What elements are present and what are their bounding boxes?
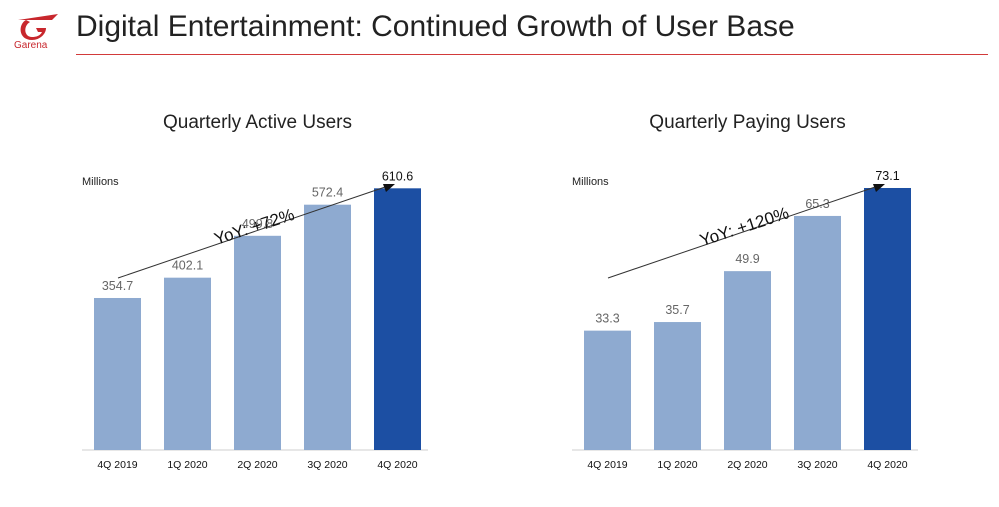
title-divider <box>76 54 988 55</box>
category-label: 4Q 2019 <box>587 459 627 471</box>
bar <box>234 235 281 450</box>
bar-value-label: 402.1 <box>172 259 203 273</box>
bar <box>164 277 211 450</box>
category-label: 2Q 2020 <box>727 459 767 471</box>
chart-title: Quarterly Paying Users <box>649 112 846 133</box>
trend-arrow-head <box>383 184 395 192</box>
yoy-annotation: YoY: +120% <box>697 203 791 250</box>
bar <box>94 297 141 450</box>
active-users-chart: Quarterly Active Users Millions 354.7 4Q … <box>70 100 470 500</box>
garena-logo-icon <box>18 14 58 40</box>
bar <box>374 188 421 451</box>
bar <box>724 271 771 450</box>
category-label: 3Q 2020 <box>307 459 347 471</box>
bar <box>654 322 701 450</box>
bar-value-label: 35.7 <box>665 303 689 317</box>
trend-arrow-line <box>117 185 389 279</box>
bar <box>794 215 841 450</box>
category-label: 1Q 2020 <box>167 459 207 471</box>
bar-value-label: 49.9 <box>735 252 759 266</box>
chart-title: Quarterly Active Users <box>163 112 352 133</box>
paying-users-chart: Quarterly Paying Users Millions 33.3 4Q 2… <box>560 100 960 500</box>
category-label: 2Q 2020 <box>237 459 277 471</box>
trend-arrow-line <box>607 185 879 279</box>
category-label: 4Q 2019 <box>97 459 137 471</box>
bar-value-label: 354.7 <box>102 279 133 293</box>
bar <box>304 204 351 450</box>
unit-label: Millions <box>572 176 609 188</box>
bar-value-label: 572.4 <box>312 186 343 200</box>
paying-users-plot: 33.3 4Q 2019 35.7 1Q 2020 49.9 2Q 2020 65.3 3Q … <box>572 169 918 471</box>
category-label: 4Q 2020 <box>377 459 417 471</box>
brand-name: Garena <box>14 40 48 51</box>
category-label: 4Q 2020 <box>867 459 907 471</box>
bar <box>864 187 911 450</box>
category-label: 1Q 2020 <box>657 459 697 471</box>
trend-arrow-head <box>873 184 885 192</box>
bar-value-label: 610.6 <box>382 169 413 183</box>
bar-value-label: 65.3 <box>805 197 829 211</box>
unit-label: Millions <box>82 176 119 188</box>
bar-value-label: 73.1 <box>875 169 899 183</box>
bar <box>584 330 631 450</box>
page-title: Digital Entertainment: Continued Growth … <box>76 10 795 43</box>
category-label: 3Q 2020 <box>797 459 837 471</box>
bar-value-label: 33.3 <box>595 312 619 326</box>
